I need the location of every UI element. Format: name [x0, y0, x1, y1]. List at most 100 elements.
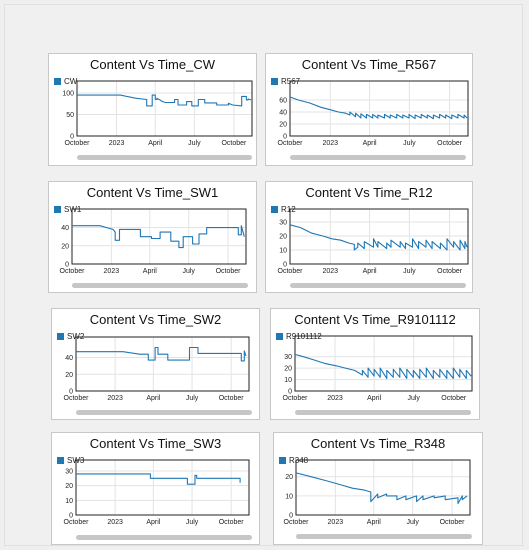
- line-chart-svg: 0 10 20 30 October 2023 April July October: [278, 208, 469, 275]
- plot-frame: [76, 80, 253, 137]
- x-tick-label: 2023: [327, 395, 343, 402]
- x-tick-label: 2023: [107, 395, 123, 402]
- x-tick-label: October: [65, 140, 91, 147]
- y-tick-label: 0: [288, 389, 292, 396]
- x-tick-label: July: [182, 268, 195, 275]
- chart-panel-cw: Content Vs Time_CW CW 0 50 100 October 2023 A…: [48, 53, 257, 166]
- chart-title: Content Vs Time_R9101112: [294, 312, 456, 327]
- y-tick-label: 60: [279, 98, 287, 105]
- y-tick-label: 10: [65, 498, 73, 505]
- x-tick-label: July: [406, 519, 419, 526]
- line-chart-svg: 0 50 100 October 2023 April July October: [62, 80, 253, 147]
- x-tick-label: 2023: [322, 140, 338, 147]
- x-tick-label: 2023: [104, 268, 120, 275]
- y-tick-label: 10: [284, 377, 292, 384]
- y-tick-label: 20: [285, 474, 293, 481]
- x-tick-label: October: [60, 268, 86, 275]
- x-tick-label: October: [216, 268, 242, 275]
- x-tick-label: October: [221, 140, 247, 147]
- x-tick-label: July: [188, 140, 201, 147]
- horizontal-scrollbar[interactable]: [72, 283, 248, 288]
- legend-swatch: [57, 457, 64, 464]
- series-line: [289, 224, 468, 251]
- legend-swatch: [54, 206, 61, 213]
- plot-frame: [289, 208, 469, 265]
- y-tick-label: 40: [65, 355, 73, 362]
- legend-label: R12: [281, 205, 296, 214]
- legend-swatch: [271, 78, 278, 85]
- series-line: [294, 353, 472, 379]
- series-line: [295, 472, 468, 505]
- x-tick-label: October: [219, 519, 245, 526]
- series-line: [76, 473, 241, 485]
- line-chart-svg: 0 10 20 30 October 2023 April July October: [64, 459, 250, 526]
- x-tick-label: 2023: [107, 519, 123, 526]
- horizontal-scrollbar[interactable]: [77, 155, 252, 160]
- legend-label: R567: [281, 77, 301, 86]
- plot-frame: [289, 80, 469, 137]
- chart-title: Content Vs Time_SW2: [89, 312, 222, 327]
- y-tick-label: 10: [279, 248, 287, 255]
- x-tick-label: July: [186, 519, 199, 526]
- x-tick-label: October: [441, 395, 467, 402]
- y-tick-label: 0: [283, 262, 287, 269]
- legend-swatch: [276, 333, 283, 340]
- x-tick-label: April: [148, 140, 162, 147]
- chart-panel-sw3: Content Vs Time_SW3 SW3 0 10 20 30 October 20…: [51, 432, 260, 545]
- horizontal-scrollbar[interactable]: [296, 534, 472, 539]
- line-chart-svg: 0 20 40 October 2023 April July October: [64, 336, 250, 402]
- y-tick-label: 0: [69, 513, 73, 520]
- legend-label: SW1: [64, 205, 82, 214]
- chart-title: Content Vs Time_CW: [90, 57, 215, 72]
- series-line: [77, 94, 252, 107]
- y-tick-label: 50: [66, 112, 74, 119]
- y-tick-label: 20: [65, 372, 73, 379]
- legend-label: SW2: [67, 332, 85, 341]
- series-line: [72, 225, 245, 249]
- x-tick-label: July: [403, 140, 416, 147]
- chart-title: Content Vs Time_R12: [305, 185, 433, 200]
- horizontal-scrollbar[interactable]: [76, 535, 252, 540]
- y-tick-label: 0: [69, 389, 73, 396]
- horizontal-scrollbar[interactable]: [290, 283, 466, 288]
- x-tick-label: July: [407, 395, 420, 402]
- x-tick-label: 2023: [328, 519, 344, 526]
- y-tick-label: 20: [65, 483, 73, 490]
- legend-swatch: [57, 333, 64, 340]
- dashboard-frame: Content Vs Time_CW CW 0 50 100 October 2023 A…: [4, 4, 523, 546]
- plot-frame: [75, 336, 250, 392]
- x-tick-label: October: [437, 268, 463, 275]
- x-tick-label: October: [440, 519, 466, 526]
- plot-frame: [294, 335, 473, 392]
- x-tick-label: October: [284, 519, 310, 526]
- line-chart-svg: 0 10 20 30 October 2023 April July October: [283, 335, 473, 402]
- legend-label: R348: [289, 456, 309, 465]
- y-tick-label: 40: [61, 225, 69, 232]
- y-tick-label: 0: [70, 134, 74, 141]
- y-tick-label: 20: [279, 234, 287, 241]
- y-tick-label: 0: [65, 262, 69, 269]
- y-tick-label: 10: [285, 493, 293, 500]
- x-tick-label: April: [367, 519, 381, 526]
- x-tick-label: October: [437, 140, 463, 147]
- x-tick-label: April: [363, 268, 377, 275]
- chart-panel-sw2: Content Vs Time_SW2 SW2 0 20 40 October 2023…: [51, 308, 260, 420]
- x-tick-label: April: [363, 140, 377, 147]
- horizontal-scrollbar[interactable]: [295, 410, 471, 415]
- y-tick-label: 20: [284, 366, 292, 373]
- y-tick-label: 30: [284, 354, 292, 361]
- horizontal-scrollbar[interactable]: [290, 155, 466, 160]
- horizontal-scrollbar[interactable]: [76, 410, 252, 415]
- series-line: [76, 346, 247, 362]
- x-tick-label: October: [64, 519, 90, 526]
- x-tick-label: 2023: [109, 140, 125, 147]
- x-tick-label: April: [367, 395, 381, 402]
- series-line: [289, 96, 468, 120]
- x-tick-label: July: [403, 268, 416, 275]
- y-tick-label: 0: [283, 134, 287, 141]
- chart-panel-r12: Content Vs Time_R12 R12 0 10 20 30 October 20…: [265, 181, 473, 293]
- x-tick-label: 2023: [322, 268, 338, 275]
- chart-title: Content Vs Time_SW3: [89, 436, 222, 451]
- y-tick-label: 100: [62, 91, 74, 98]
- line-chart-svg: 0 20 40 60 October 2023 April July October: [278, 80, 469, 147]
